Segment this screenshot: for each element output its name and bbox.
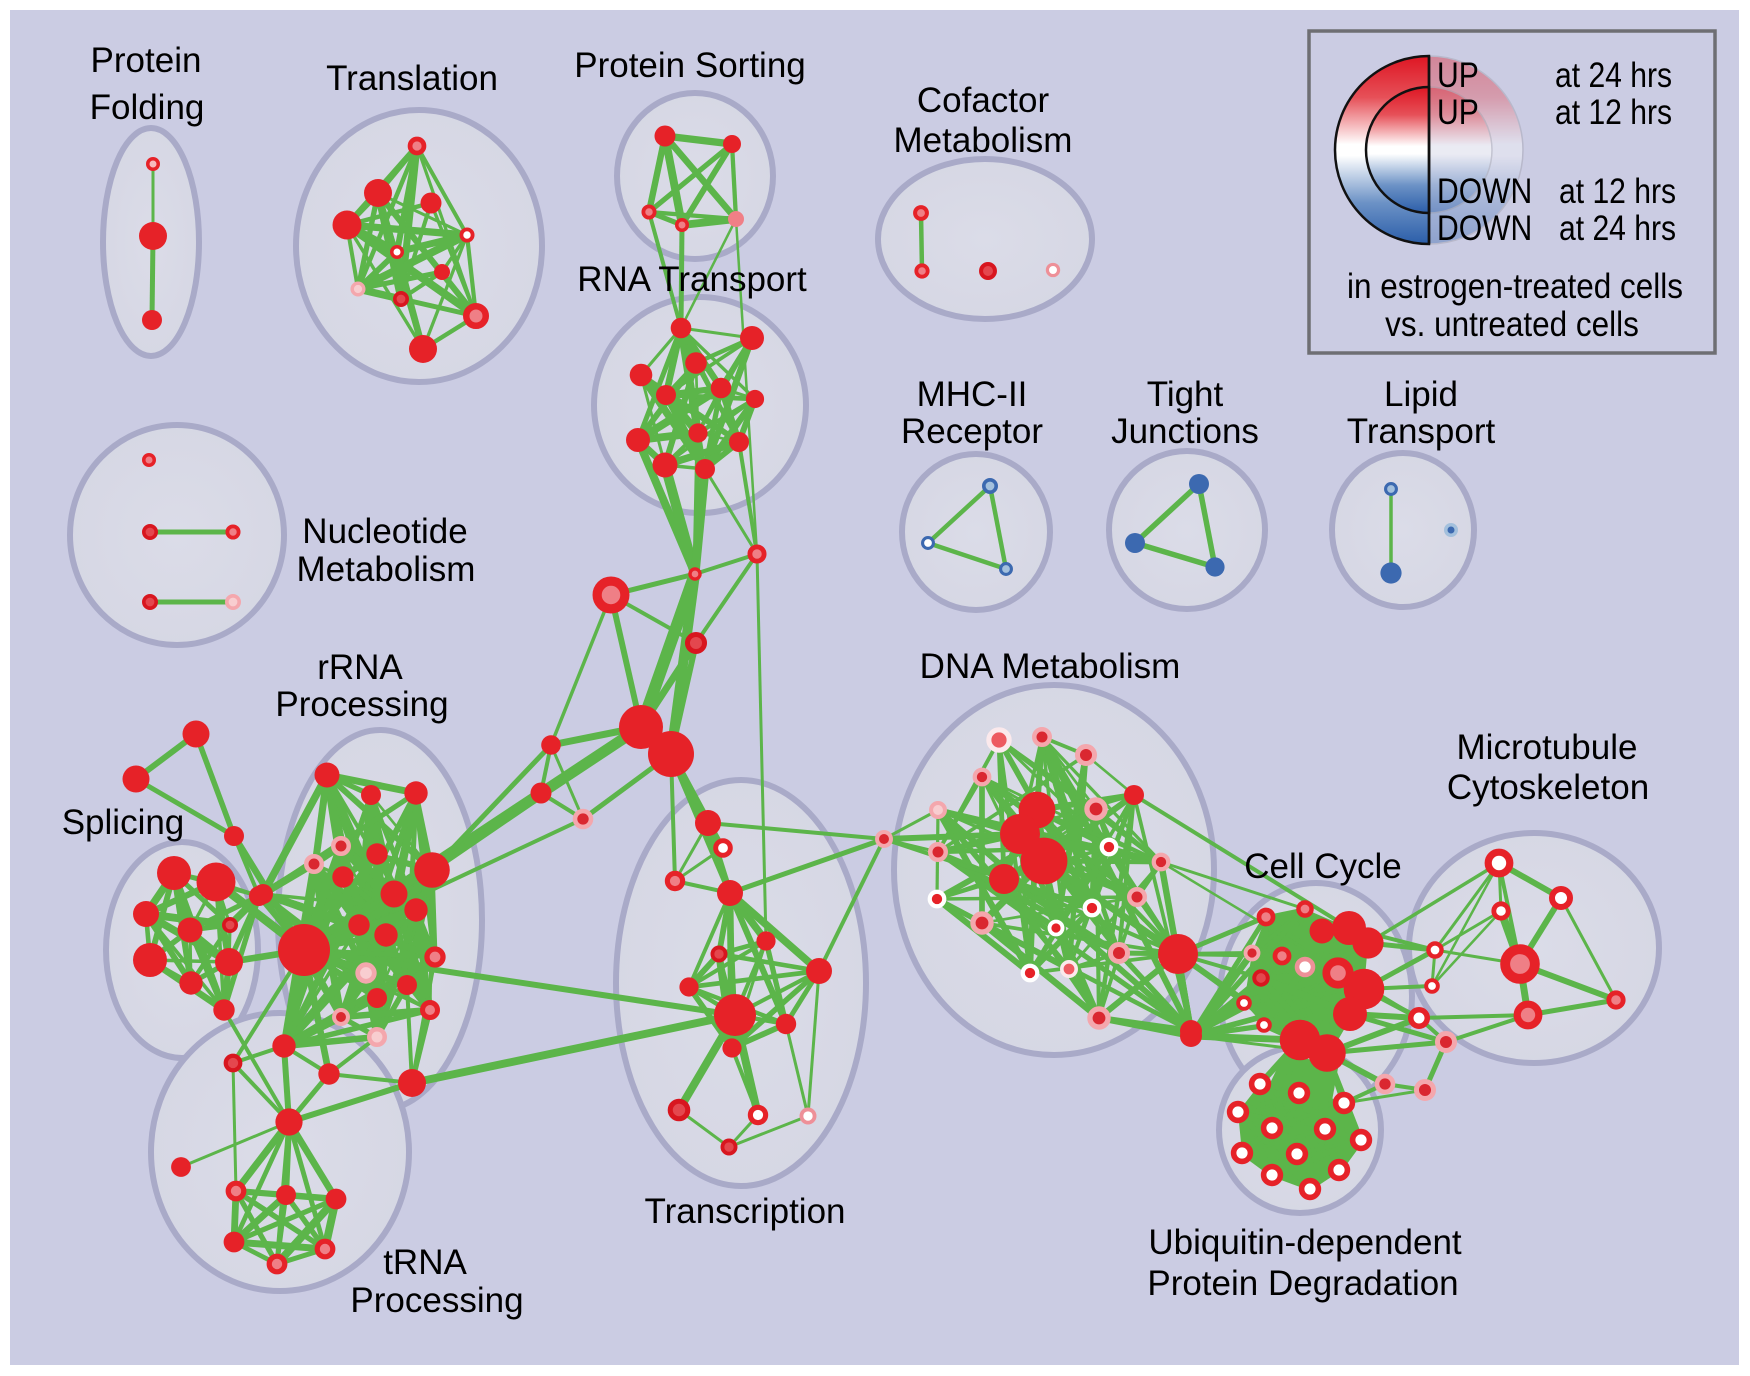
svg-text:UP: UP	[1437, 55, 1479, 95]
svg-text:Cofactor: Cofactor	[917, 81, 1050, 120]
svg-text:Splicing: Splicing	[62, 803, 185, 842]
svg-text:MHC-II: MHC-II	[917, 375, 1028, 414]
svg-text:Processing: Processing	[350, 1281, 523, 1320]
svg-text:Transport: Transport	[1347, 412, 1496, 451]
svg-text:DOWN: DOWN	[1437, 171, 1532, 211]
svg-text:Receptor: Receptor	[901, 412, 1043, 451]
svg-text:Metabolism: Metabolism	[297, 550, 476, 589]
svg-text:Processing: Processing	[275, 685, 448, 724]
svg-text:Protein Sorting: Protein Sorting	[574, 46, 806, 85]
svg-text:Lipid: Lipid	[1384, 375, 1458, 414]
svg-text:Protein Degradation: Protein Degradation	[1147, 1264, 1458, 1303]
svg-text:at 12 hrs: at 12 hrs	[1559, 171, 1676, 211]
svg-text:at 12 hrs: at 12 hrs	[1555, 92, 1672, 132]
svg-text:Folding: Folding	[90, 88, 205, 127]
svg-text:Protein: Protein	[91, 41, 202, 80]
svg-text:vs. untreated cells: vs. untreated cells	[1385, 306, 1639, 345]
svg-text:rRNA: rRNA	[317, 648, 403, 687]
svg-text:tRNA: tRNA	[383, 1243, 467, 1282]
svg-text:Ubiquitin-dependent: Ubiquitin-dependent	[1148, 1223, 1462, 1262]
svg-text:at 24 hrs: at 24 hrs	[1555, 55, 1672, 95]
svg-text:Translation: Translation	[326, 59, 498, 98]
svg-text:in estrogen-treated cells: in estrogen-treated cells	[1347, 268, 1683, 307]
svg-text:Metabolism: Metabolism	[894, 121, 1073, 160]
svg-text:DNA Metabolism: DNA Metabolism	[920, 647, 1181, 686]
svg-text:Cytoskeleton: Cytoskeleton	[1447, 768, 1649, 807]
svg-text:at 24 hrs: at 24 hrs	[1559, 208, 1676, 248]
svg-text:Tight: Tight	[1147, 375, 1224, 414]
svg-text:Cell Cycle: Cell Cycle	[1244, 847, 1402, 886]
svg-text:RNA Transport: RNA Transport	[577, 260, 807, 299]
svg-text:Junctions: Junctions	[1111, 412, 1259, 451]
svg-text:Transcription: Transcription	[645, 1192, 846, 1231]
svg-text:Microtubule: Microtubule	[1457, 728, 1638, 767]
svg-text:DOWN: DOWN	[1437, 208, 1532, 248]
svg-text:Nucleotide: Nucleotide	[302, 512, 467, 551]
svg-text:UP: UP	[1437, 92, 1479, 132]
